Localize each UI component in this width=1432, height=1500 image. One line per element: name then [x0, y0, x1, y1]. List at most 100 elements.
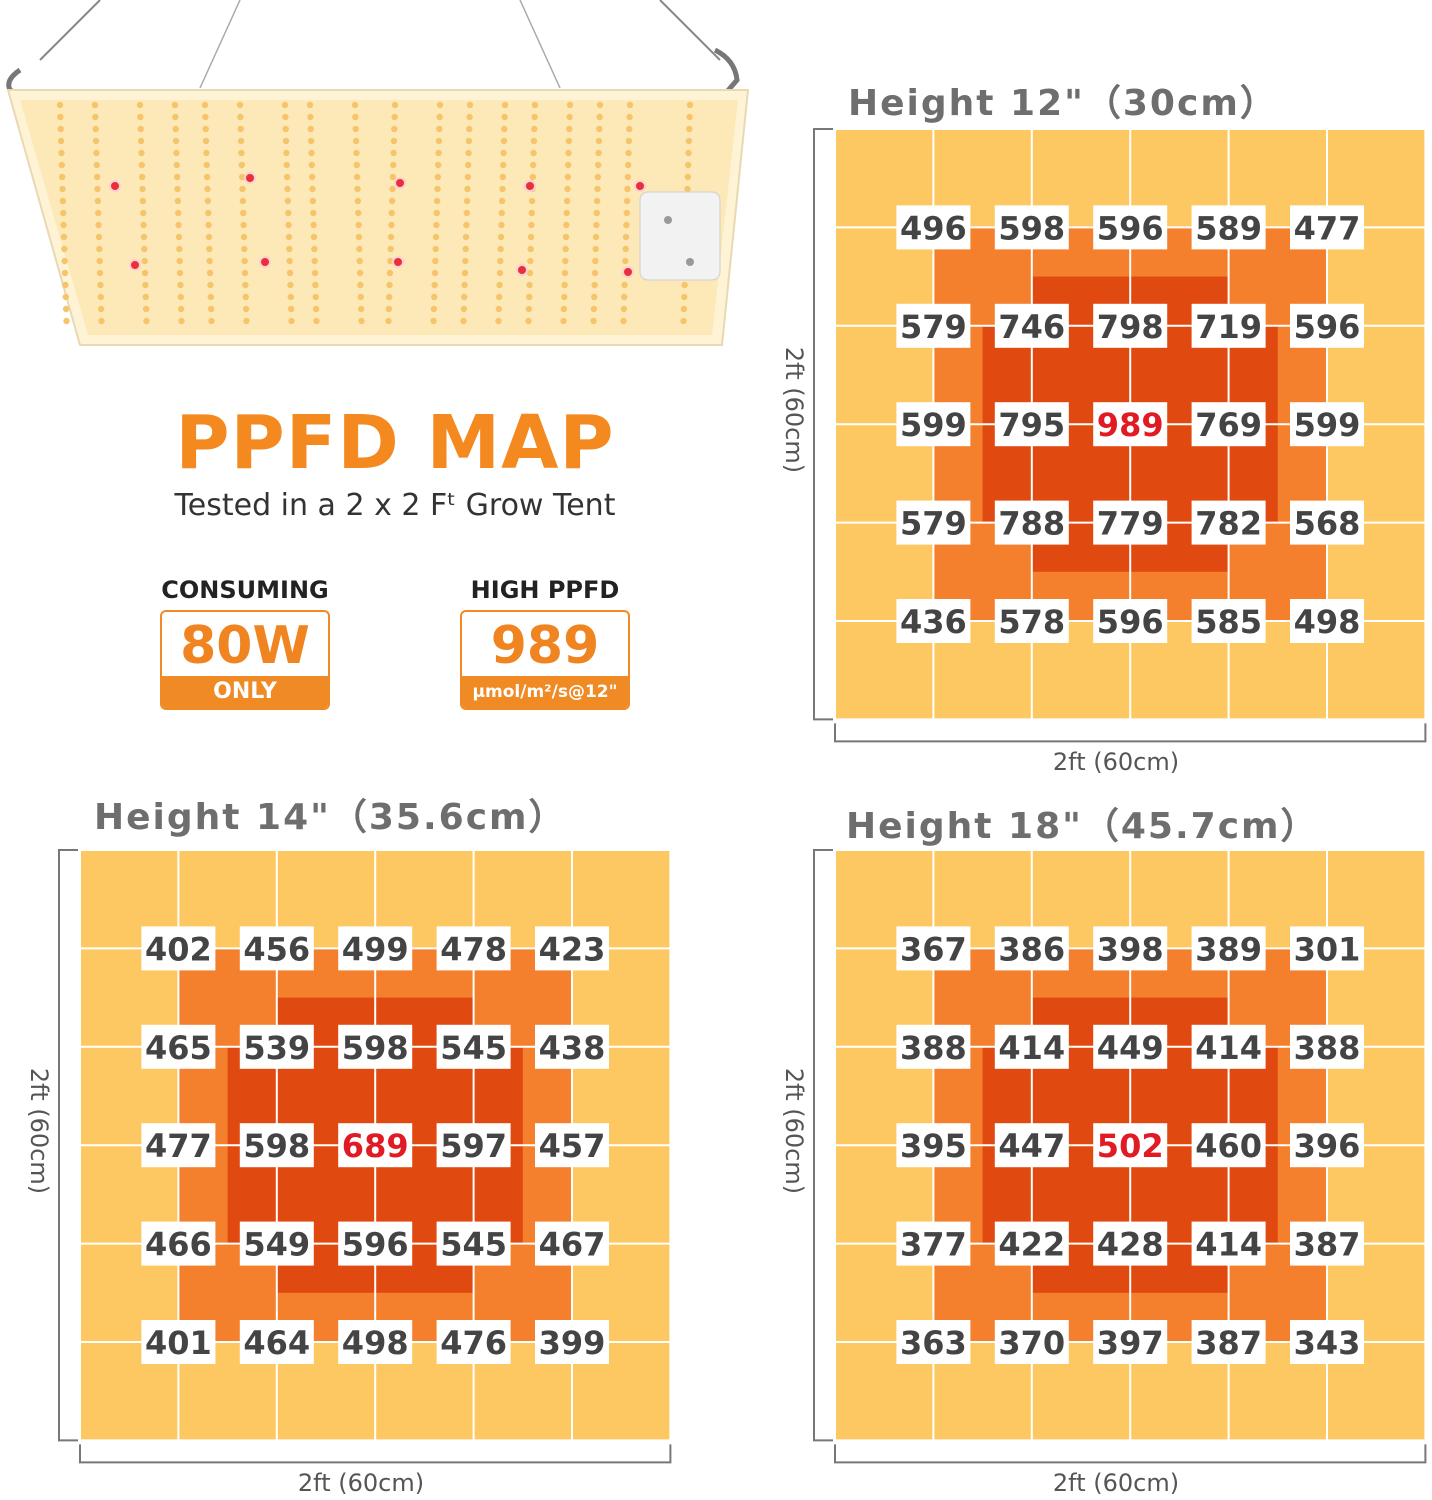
value-label-bg [1093, 1123, 1168, 1168]
value-label-bg [141, 1320, 216, 1364]
led-dot [94, 197, 102, 205]
led-dot [358, 317, 365, 325]
led-dot [205, 221, 212, 229]
map-12-xlabel: 2ft (60cm) [1052, 748, 1180, 776]
led-dot [357, 293, 364, 301]
led-dot [96, 245, 103, 253]
page-subtitle: Tested in a 2 x 2 Fᵗ Grow Tent [174, 488, 616, 523]
value-label-bg [994, 599, 1069, 643]
led-dot [175, 221, 182, 229]
led-dot [92, 125, 99, 133]
led-dot [430, 305, 438, 313]
led-dot [204, 185, 211, 193]
value-label-bg [1093, 303, 1168, 348]
led-dot [237, 113, 244, 121]
led-dot [240, 233, 248, 241]
led-dot [355, 221, 362, 229]
led-dot [98, 317, 105, 325]
value-label: 476 [440, 1324, 507, 1362]
value-label: 401 [145, 1324, 212, 1362]
value-label: 449 [1097, 1029, 1164, 1067]
y-dimension-bracket [58, 849, 78, 1442]
led-dot [461, 281, 468, 289]
led-dot [309, 197, 317, 205]
value-label: 464 [243, 1324, 310, 1362]
led-dot [495, 305, 503, 313]
value-label-bg [141, 1024, 216, 1069]
led-dot [310, 233, 318, 241]
value-label-bg [896, 926, 971, 971]
led-dot [353, 161, 360, 169]
led-dot [531, 113, 538, 121]
led-dot [496, 281, 503, 289]
led-dot [592, 245, 599, 253]
led-dot [311, 269, 319, 277]
led-dot [309, 185, 316, 193]
led-dot [388, 197, 396, 205]
led-dot [463, 209, 470, 217]
led-dot [432, 233, 440, 241]
led-dot [526, 293, 533, 301]
value-label-bg [896, 1123, 971, 1168]
value-label-bg [338, 1221, 413, 1266]
led-dot [283, 161, 290, 169]
led-dot [140, 209, 147, 217]
led-dot [528, 209, 535, 217]
led-dot [241, 245, 248, 253]
red-led-dot [394, 177, 406, 189]
led-dot [59, 197, 67, 205]
led-dot [528, 197, 536, 205]
led-dot [566, 125, 573, 133]
value-label-bg [896, 599, 971, 643]
value-label: 498 [342, 1324, 409, 1362]
led-dot [528, 221, 535, 229]
led-dot [206, 257, 213, 265]
led-dot [58, 161, 65, 169]
led-dot [172, 113, 179, 121]
map-12-title: Height 12"（30cm） [848, 83, 1278, 124]
led-dot [207, 305, 215, 313]
map-14-title: Height 14"（35.6cm） [94, 797, 567, 838]
value-label: 465 [145, 1029, 212, 1067]
led-dot [288, 317, 295, 325]
led-dot [177, 293, 184, 301]
value-label: 477 [1294, 209, 1361, 247]
map-18-heatmap: 367 386 398 389 301 388 414 449 414 388 395 447 502 4… [813, 849, 1427, 1464]
value-label: 396 [1294, 1127, 1361, 1165]
led-dot [561, 293, 568, 301]
red-led-dot [634, 180, 646, 192]
value-label: 549 [243, 1226, 310, 1264]
led-dot [680, 317, 687, 325]
led-dot [93, 149, 100, 157]
led-dot [353, 149, 360, 157]
value-label: 496 [900, 209, 967, 247]
led-dot [465, 161, 472, 169]
value-label: 423 [539, 930, 606, 968]
value-label-bg [535, 1320, 609, 1364]
led-dot [239, 197, 247, 205]
led-dot [285, 221, 292, 229]
led-dot [57, 137, 65, 145]
red-led-dot [244, 172, 256, 184]
red-led-dot [109, 180, 121, 192]
led-dot [96, 269, 104, 277]
led-dot [461, 269, 469, 277]
value-label-bg [1191, 1320, 1266, 1364]
led-dot [177, 281, 184, 289]
value-label-bg [1290, 205, 1364, 250]
led-dot [596, 125, 603, 133]
led-dot [97, 305, 105, 313]
value-label-bg [994, 402, 1069, 447]
value-label: 596 [342, 1226, 409, 1264]
value-label: 387 [1195, 1324, 1262, 1362]
led-dot [560, 317, 567, 325]
led-dot [462, 257, 469, 265]
led-dot [141, 269, 149, 277]
value-label-bg [1290, 303, 1364, 348]
led-dot [500, 137, 508, 145]
value-label-bg [338, 926, 413, 971]
value-label: 343 [1294, 1324, 1361, 1362]
led-dot [356, 269, 364, 277]
led-dot [561, 281, 568, 289]
value-label: 498 [1294, 603, 1361, 641]
